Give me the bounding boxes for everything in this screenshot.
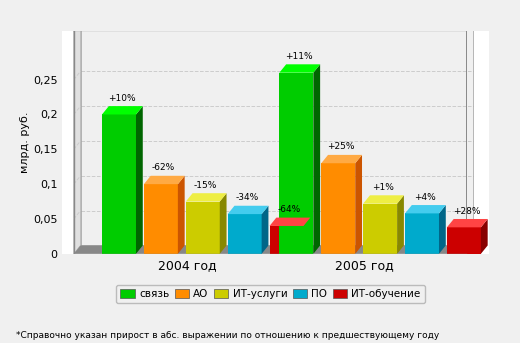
Polygon shape	[397, 195, 404, 254]
Legend: связь, АО, ИТ-услуги, ПО, ИТ-обучение: связь, АО, ИТ-услуги, ПО, ИТ-обучение	[116, 285, 425, 304]
Polygon shape	[314, 64, 320, 254]
Polygon shape	[279, 73, 314, 254]
Polygon shape	[136, 106, 143, 254]
Polygon shape	[321, 155, 362, 163]
Polygon shape	[279, 64, 320, 73]
Polygon shape	[304, 217, 310, 254]
Polygon shape	[228, 206, 268, 214]
Text: *Справочно указан прирост в абс. выражении по отношению к предшествующему году: *Справочно указан прирост в абс. выражен…	[16, 331, 439, 340]
Polygon shape	[74, 23, 81, 254]
Polygon shape	[405, 205, 446, 213]
Text: -34%: -34%	[236, 193, 259, 202]
Polygon shape	[269, 226, 304, 254]
Polygon shape	[220, 193, 227, 254]
Text: +4%: +4%	[414, 192, 436, 202]
Polygon shape	[74, 23, 473, 31]
Polygon shape	[447, 219, 488, 227]
Text: -15%: -15%	[194, 181, 217, 190]
Text: -64%: -64%	[278, 205, 301, 214]
Polygon shape	[102, 115, 136, 254]
Polygon shape	[355, 155, 362, 254]
Text: +11%: +11%	[285, 52, 313, 61]
Polygon shape	[405, 213, 439, 254]
Polygon shape	[363, 195, 404, 204]
Text: -62%: -62%	[152, 163, 175, 172]
Y-axis label: млрд. руб.: млрд. руб.	[20, 111, 30, 173]
Polygon shape	[481, 219, 488, 254]
Polygon shape	[262, 206, 268, 254]
Text: +10%: +10%	[108, 94, 136, 103]
Polygon shape	[81, 23, 473, 246]
Polygon shape	[178, 176, 185, 254]
Polygon shape	[144, 176, 185, 184]
Text: +1%: +1%	[372, 183, 394, 192]
Polygon shape	[144, 184, 178, 254]
Polygon shape	[269, 217, 310, 226]
Text: +28%: +28%	[453, 206, 480, 215]
Polygon shape	[363, 204, 397, 254]
Text: +25%: +25%	[327, 142, 355, 151]
Polygon shape	[102, 106, 143, 115]
Polygon shape	[447, 227, 481, 254]
Polygon shape	[186, 202, 220, 254]
Polygon shape	[228, 214, 262, 254]
Polygon shape	[321, 163, 355, 254]
Polygon shape	[439, 205, 446, 254]
Polygon shape	[186, 193, 227, 202]
Polygon shape	[74, 246, 473, 254]
